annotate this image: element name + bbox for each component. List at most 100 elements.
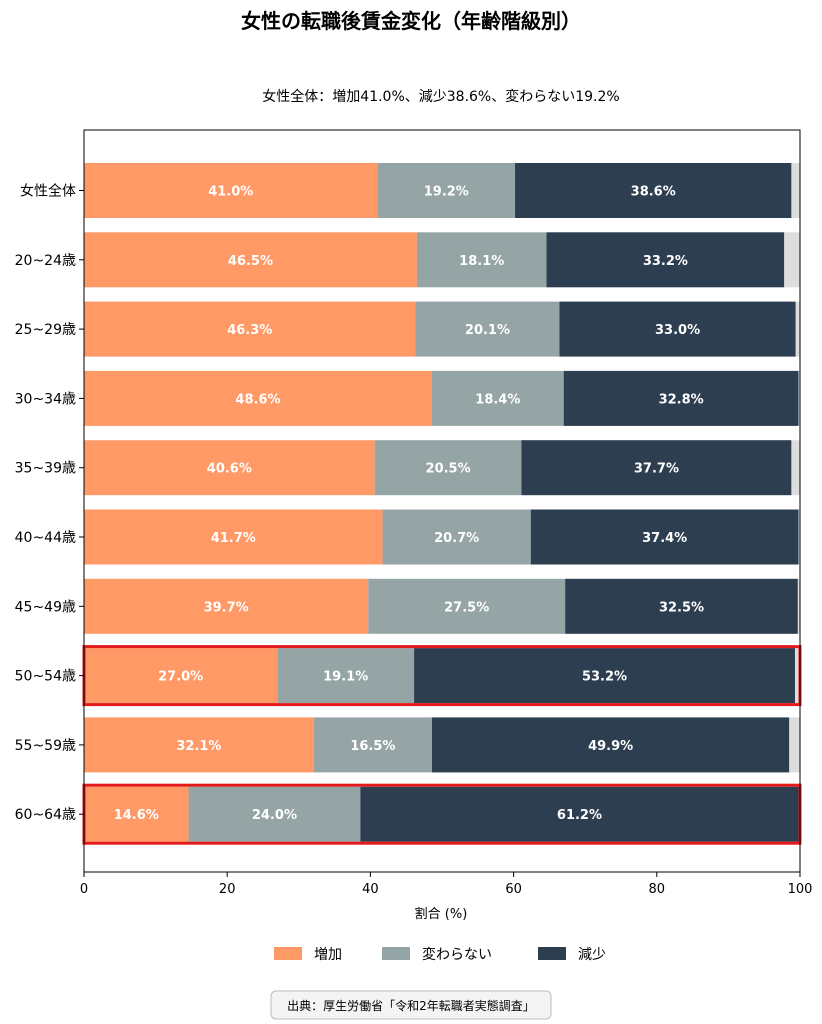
bar-segment <box>415 301 560 357</box>
legend: 増加 変わらない 減少 <box>274 946 606 963</box>
bar-remainder <box>791 163 800 218</box>
bar-remainder <box>798 509 800 565</box>
bar-remainder <box>784 232 800 288</box>
category-label: 35~39歳 <box>15 461 76 477</box>
data-label: 41.7% <box>211 531 256 546</box>
legend-swatch <box>382 947 410 960</box>
plot-frame <box>83 129 801 873</box>
bar-remainder <box>791 440 800 496</box>
bar-segment <box>188 786 361 842</box>
bar-segment <box>84 717 314 773</box>
data-label: 19.2% <box>424 185 469 200</box>
bar-segment <box>546 232 785 288</box>
data-label: 16.5% <box>350 739 395 754</box>
bar-remainder <box>789 717 800 773</box>
x-tick-label: 100 <box>788 882 813 897</box>
category-label: 45~49歳 <box>15 599 76 615</box>
bar-segment <box>84 786 189 842</box>
data-label: 39.7% <box>204 600 249 615</box>
bar-segment <box>374 440 522 496</box>
x-tick-label: 80 <box>649 882 666 897</box>
data-label: 33.2% <box>643 254 688 269</box>
bar-remainder <box>795 301 800 357</box>
bar-segment <box>382 509 531 565</box>
bar-segment <box>84 509 383 565</box>
plot-area: 41.0% 19.2% 38.6% 女性全体 46.5% 18.1% 33.2% 20~24歳… <box>15 129 813 897</box>
data-label: 37.7% <box>634 462 679 477</box>
chart-title: 女性の転職後賃金変化（年齢階級別） <box>241 9 581 33</box>
bar-segment <box>530 509 799 565</box>
data-label: 18.1% <box>459 254 504 269</box>
data-label: 32.1% <box>176 739 221 754</box>
data-label: 53.2% <box>582 670 627 685</box>
bar-segment <box>84 648 278 704</box>
legend-swatch <box>274 947 302 960</box>
bar-segment <box>84 440 375 496</box>
data-label: 41.0% <box>208 185 253 200</box>
bar-segment <box>84 163 378 218</box>
bar-segment <box>521 440 792 496</box>
bar-segment <box>84 578 369 634</box>
data-label: 27.0% <box>158 670 203 685</box>
data-label: 38.6% <box>631 185 676 200</box>
chart-subtitle: 女性全体：増加41.0%、減少38.6%、変わらない19.2% <box>262 88 619 105</box>
data-label: 24.0% <box>252 808 297 823</box>
category-label: 60~64歳 <box>15 807 76 823</box>
bar-segment <box>377 163 516 218</box>
legend-swatch <box>538 947 566 960</box>
bar-segment <box>84 301 416 357</box>
category-label: 55~59歳 <box>15 738 76 754</box>
category-label: 50~54歳 <box>15 669 76 685</box>
bar-segment <box>563 370 799 426</box>
bar-segment <box>416 232 547 288</box>
data-label: 49.9% <box>588 739 633 754</box>
bar-segment <box>431 717 790 773</box>
data-label: 14.6% <box>114 808 159 823</box>
bar-segment <box>368 578 566 634</box>
category-label: 女性全体 <box>20 183 76 200</box>
bar-remainder <box>798 370 800 426</box>
bar-remainder <box>797 578 800 634</box>
data-label: 46.5% <box>228 254 273 269</box>
bar-segment <box>84 232 417 288</box>
bar-segment <box>414 648 795 704</box>
data-label: 20.1% <box>465 323 510 338</box>
bar-segment <box>84 370 432 426</box>
source-note: 出典：厚生労働省「令和2年転職者実態調査」 <box>270 990 552 1020</box>
data-label: 48.6% <box>235 392 280 407</box>
data-label: 33.0% <box>655 323 700 338</box>
bar-segment <box>313 717 432 773</box>
x-tick-label: 60 <box>505 882 522 897</box>
data-label: 20.7% <box>434 531 479 546</box>
data-label: 19.1% <box>323 670 368 685</box>
data-label: 32.8% <box>659 392 704 407</box>
bar-segment <box>277 648 415 704</box>
data-label: 40.6% <box>207 462 252 477</box>
bar-segment <box>515 163 792 218</box>
data-label: 61.2% <box>557 808 602 823</box>
data-label: 20.5% <box>426 462 471 477</box>
data-label: 27.5% <box>444 600 489 615</box>
data-label: 37.4% <box>642 531 687 546</box>
bar-segment <box>565 578 798 634</box>
x-axis-label: 割合 (%) <box>415 906 468 922</box>
category-label: 30~34歳 <box>15 391 76 407</box>
x-tick-label: 0 <box>80 882 88 897</box>
source-text: 出典：厚生労働省「令和2年転職者実態調査」 <box>287 998 535 1013</box>
data-label: 18.4% <box>475 392 520 407</box>
bar-segment <box>559 301 796 357</box>
bar-remainder <box>794 648 800 704</box>
bar-segment <box>360 786 799 842</box>
data-label: 46.3% <box>227 323 272 338</box>
category-label: 40~44歳 <box>15 530 76 546</box>
legend-label: 増加 <box>314 947 342 963</box>
x-tick-label: 40 <box>362 882 379 897</box>
category-label: 20~24歳 <box>15 253 76 269</box>
legend-label: 減少 <box>578 946 606 963</box>
bar-segment <box>431 370 564 426</box>
category-label: 25~29歳 <box>15 322 76 338</box>
data-label: 32.5% <box>659 600 704 615</box>
legend-label: 変わらない <box>422 946 492 963</box>
x-tick-label: 20 <box>219 882 236 897</box>
